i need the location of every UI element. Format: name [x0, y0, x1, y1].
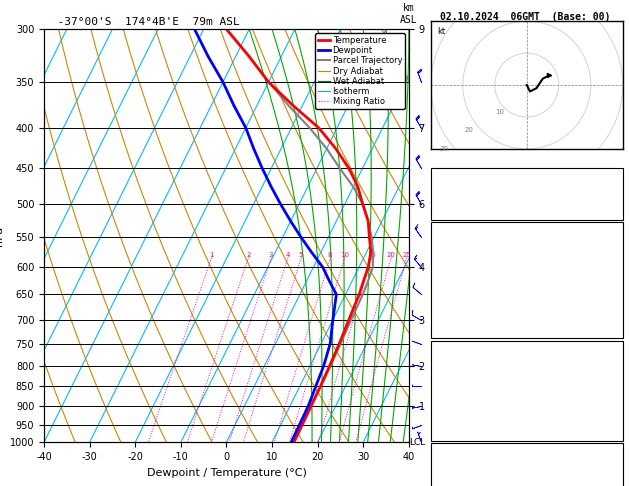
Text: 02.10.2024  06GMT  (Base: 00): 02.10.2024 06GMT (Base: 00) — [440, 12, 610, 22]
Text: CAPE (J): CAPE (J) — [434, 408, 477, 417]
Text: CIN (J): CIN (J) — [434, 321, 472, 330]
Text: 3: 3 — [269, 252, 273, 258]
Text: CIN (J): CIN (J) — [434, 424, 472, 433]
Text: Lifted Index: Lifted Index — [434, 392, 499, 401]
Text: 318: 318 — [603, 376, 620, 385]
Text: -37°00'S  174°4B'E  79m ASL: -37°00'S 174°4B'E 79m ASL — [44, 17, 240, 27]
Text: Temp (°C): Temp (°C) — [434, 241, 482, 250]
Text: SREH: SREH — [434, 478, 455, 486]
Text: Lifted Index: Lifted Index — [434, 289, 499, 298]
Text: 18: 18 — [609, 408, 620, 417]
Text: 316: 316 — [603, 273, 620, 282]
Text: 14.2: 14.2 — [598, 257, 620, 266]
Text: 3.09: 3.09 — [598, 203, 620, 212]
Text: θᴇ (K): θᴇ (K) — [434, 376, 466, 385]
X-axis label: Dewpoint / Temperature (°C): Dewpoint / Temperature (°C) — [147, 468, 306, 478]
Text: 0: 0 — [614, 305, 620, 314]
Text: Most Unstable: Most Unstable — [492, 344, 562, 353]
Text: 15: 15 — [367, 252, 376, 258]
Text: © weatheronline.co.uk: © weatheronline.co.uk — [473, 472, 577, 481]
Text: 4: 4 — [286, 252, 290, 258]
Text: 0: 0 — [614, 321, 620, 330]
Text: Surface: Surface — [508, 225, 545, 234]
Text: CAPE (J): CAPE (J) — [434, 305, 477, 314]
Text: 20: 20 — [465, 127, 474, 133]
Text: km
ASL: km ASL — [400, 3, 418, 25]
Text: PW (cm): PW (cm) — [434, 203, 472, 212]
Text: 1: 1 — [209, 252, 214, 258]
Text: Totals Totals: Totals Totals — [434, 187, 504, 196]
Text: Pressure (mb): Pressure (mb) — [434, 360, 504, 369]
Text: kt: kt — [437, 28, 445, 36]
Text: 10: 10 — [340, 252, 349, 258]
Text: Hodograph: Hodograph — [503, 446, 551, 455]
Text: 14.8: 14.8 — [598, 241, 620, 250]
Text: LCL: LCL — [409, 438, 425, 447]
Text: 1: 1 — [614, 392, 620, 401]
Text: 2: 2 — [614, 289, 620, 298]
Text: Dewp (°C): Dewp (°C) — [434, 257, 482, 266]
Text: 33: 33 — [609, 171, 620, 180]
Text: 8: 8 — [328, 252, 333, 258]
Text: 2: 2 — [246, 252, 250, 258]
Text: -285: -285 — [598, 462, 620, 471]
Text: 20: 20 — [387, 252, 396, 258]
Y-axis label: hPa: hPa — [0, 226, 4, 246]
Text: K: K — [434, 171, 440, 180]
Text: 10: 10 — [495, 109, 504, 115]
Text: 6: 6 — [614, 424, 620, 433]
Text: 5: 5 — [299, 252, 303, 258]
Text: θᴇ(K): θᴇ(K) — [434, 273, 461, 282]
Text: -142: -142 — [598, 478, 620, 486]
Text: 50: 50 — [609, 187, 620, 196]
Text: EH: EH — [434, 462, 445, 471]
Text: 750: 750 — [603, 360, 620, 369]
Text: 30: 30 — [439, 146, 448, 152]
Text: 25: 25 — [402, 252, 411, 258]
Legend: Temperature, Dewpoint, Parcel Trajectory, Dry Adiabat, Wet Adiabat, Isotherm, Mi: Temperature, Dewpoint, Parcel Trajectory… — [315, 34, 404, 109]
